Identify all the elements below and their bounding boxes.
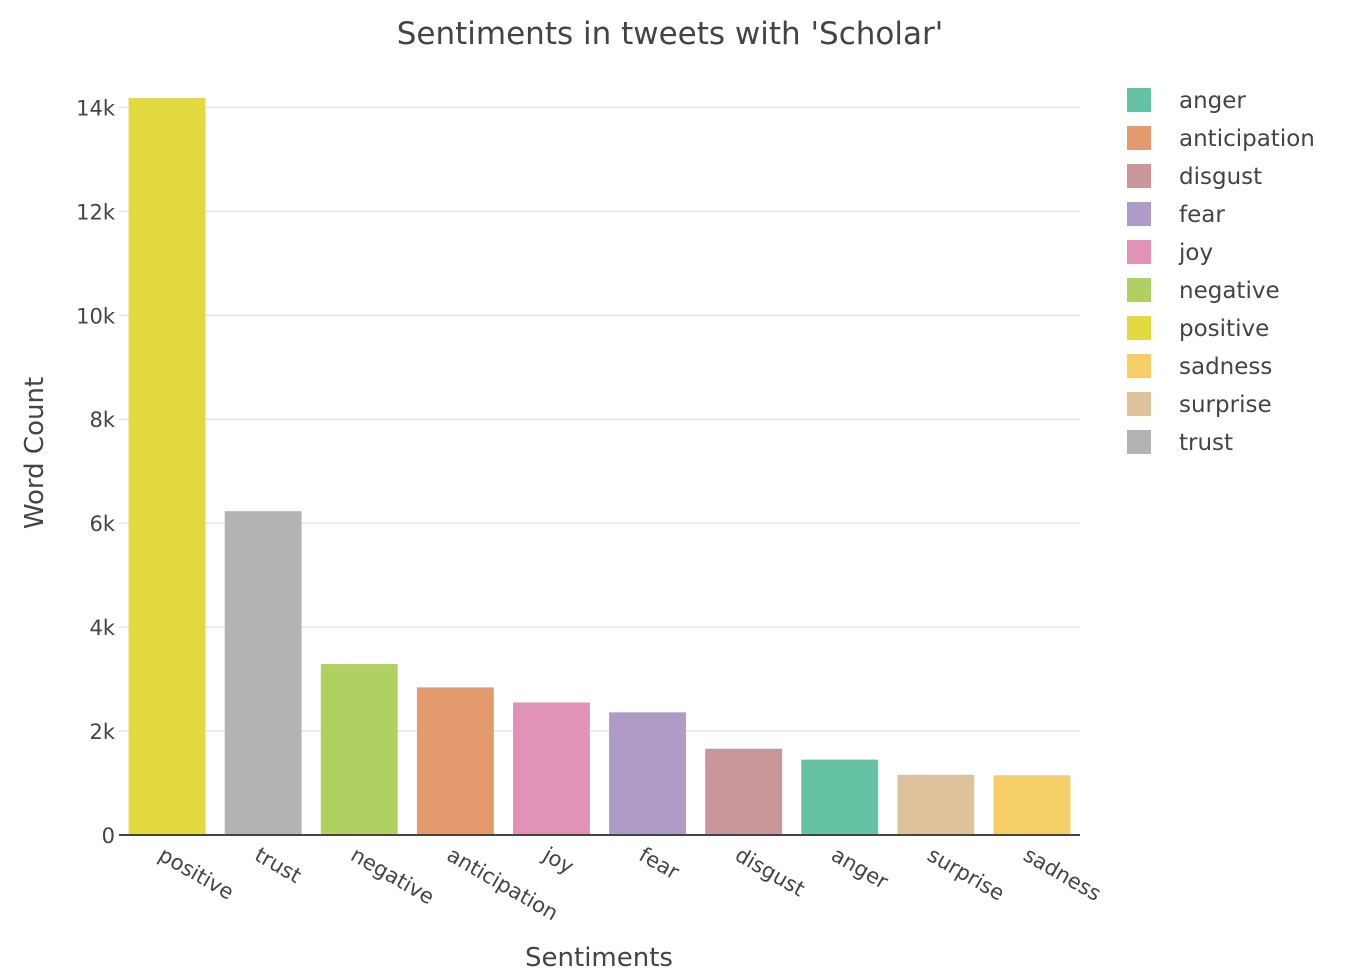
bar-positive[interactable] [128, 98, 206, 836]
y-tick-label: 0 [102, 824, 115, 848]
legend-label: anger [1179, 88, 1246, 114]
legend-swatch [1127, 392, 1151, 416]
y-axis-ticks: 0 2k 4k 6k 8k 10k 12k 14k [76, 96, 116, 848]
bar-anger[interactable] [801, 759, 879, 835]
bar-disgust[interactable] [705, 748, 783, 835]
legend-label: trust [1179, 430, 1233, 456]
legend-label: positive [1179, 316, 1269, 342]
legend-item-positive[interactable]: positive [1127, 316, 1269, 342]
y-tick-label: 2k [89, 720, 115, 744]
x-tick-label: anger [827, 843, 892, 894]
y-tick-label: 12k [76, 200, 116, 224]
legend-item-trust[interactable]: trust [1127, 430, 1233, 456]
legend-swatch [1127, 164, 1151, 188]
bar-joy[interactable] [513, 702, 590, 835]
legend-item-negative[interactable]: negative [1127, 278, 1280, 304]
x-tick-label: joy [538, 842, 578, 879]
bar-anticipation[interactable] [416, 687, 494, 835]
legend-swatch [1127, 430, 1151, 454]
legend: anger anticipation disgust fear joy negative p… [1127, 88, 1315, 456]
bar-trust[interactable] [224, 511, 302, 835]
legend-label: surprise [1179, 392, 1272, 418]
legend-item-disgust[interactable]: disgust [1127, 164, 1262, 190]
x-tick-label: negative [347, 843, 439, 910]
x-tick-label: disgust [731, 843, 809, 902]
legend-swatch [1127, 202, 1151, 226]
y-tick-label: 14k [76, 96, 116, 120]
legend-swatch [1127, 240, 1151, 264]
x-axis-title: Sentiments [525, 943, 673, 973]
legend-swatch [1127, 126, 1151, 150]
x-tick-label: trust [251, 843, 306, 888]
y-tick-label: 10k [76, 304, 116, 328]
legend-label: sadness [1179, 354, 1272, 380]
bar-negative[interactable] [320, 664, 398, 835]
legend-label: anticipation [1179, 126, 1315, 152]
x-tick-label: positive [155, 843, 238, 905]
bar-sadness[interactable] [993, 775, 1071, 835]
legend-swatch [1127, 354, 1151, 378]
chart-title: Sentiments in tweets with 'Scholar' [397, 16, 944, 52]
legend-label: disgust [1179, 164, 1262, 190]
legend-label: negative [1179, 278, 1280, 304]
y-tick-label: 4k [89, 616, 115, 640]
y-tick-label: 6k [89, 512, 115, 536]
bar-surprise[interactable] [897, 774, 975, 835]
legend-item-joy[interactable]: joy [1127, 240, 1213, 266]
x-tick-label: surprise [923, 843, 1008, 906]
legend-item-sadness[interactable]: sadness [1127, 354, 1272, 380]
legend-item-surprise[interactable]: surprise [1127, 392, 1272, 418]
legend-swatch [1127, 88, 1151, 112]
legend-swatch [1127, 316, 1151, 340]
legend-label: joy [1178, 240, 1213, 266]
legend-item-anticipation[interactable]: anticipation [1127, 126, 1315, 152]
y-axis-title: Word Count [20, 377, 50, 529]
x-tick-label: fear [635, 843, 684, 885]
legend-item-anger[interactable]: anger [1127, 88, 1246, 114]
bar-fear[interactable] [609, 712, 686, 835]
bars [128, 98, 1071, 836]
x-tick-label: sadness [1019, 843, 1105, 906]
legend-label: fear [1179, 202, 1225, 228]
legend-item-fear[interactable]: fear [1127, 202, 1225, 228]
y-tick-label: 8k [89, 408, 115, 432]
legend-swatch [1127, 278, 1151, 302]
